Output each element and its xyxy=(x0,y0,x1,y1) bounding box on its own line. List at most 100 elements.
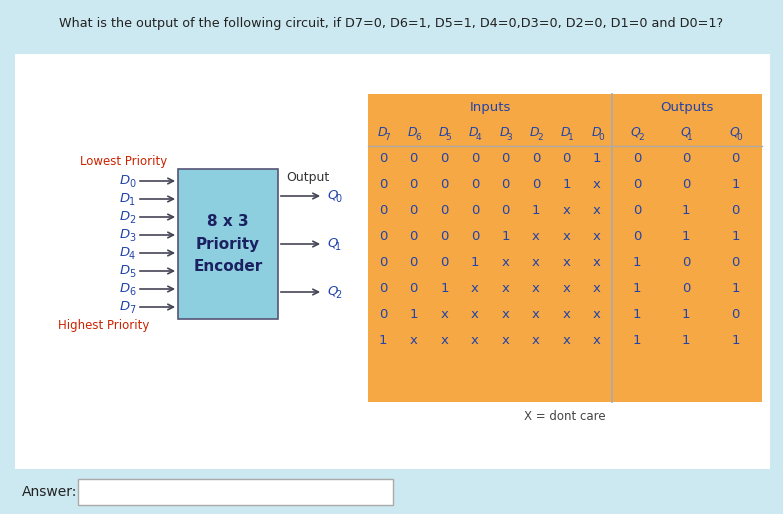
Text: 0: 0 xyxy=(410,256,418,269)
Text: 5: 5 xyxy=(446,133,451,141)
Text: D: D xyxy=(469,125,478,138)
Text: x: x xyxy=(471,283,479,296)
Text: x: x xyxy=(593,335,601,347)
Text: 1: 1 xyxy=(633,256,641,269)
Text: 0: 0 xyxy=(379,308,388,321)
Text: 0: 0 xyxy=(682,256,691,269)
Text: 7: 7 xyxy=(384,133,390,141)
Text: 1: 1 xyxy=(593,153,601,166)
Text: D: D xyxy=(561,125,570,138)
Text: 0: 0 xyxy=(501,153,510,166)
Text: x: x xyxy=(593,283,601,296)
Text: 0: 0 xyxy=(379,283,388,296)
Text: x: x xyxy=(532,283,540,296)
Text: x: x xyxy=(562,230,570,244)
Text: 0: 0 xyxy=(410,153,418,166)
Text: Q: Q xyxy=(327,189,337,201)
Text: Priority: Priority xyxy=(196,236,260,251)
Text: Highest Priority: Highest Priority xyxy=(58,319,150,332)
Text: 4: 4 xyxy=(476,133,482,141)
Text: D: D xyxy=(120,300,130,313)
Text: 6: 6 xyxy=(415,133,420,141)
Bar xyxy=(78,479,393,505)
Text: D: D xyxy=(120,228,130,241)
Text: 1: 1 xyxy=(682,230,691,244)
Text: 0: 0 xyxy=(731,256,740,269)
Text: 1: 1 xyxy=(501,230,510,244)
Text: Lowest Priority: Lowest Priority xyxy=(80,155,168,168)
Text: 1: 1 xyxy=(633,308,641,321)
Text: 1: 1 xyxy=(532,205,540,217)
Text: 0: 0 xyxy=(682,283,691,296)
Text: x: x xyxy=(440,335,449,347)
Text: x: x xyxy=(471,335,479,347)
Text: Q: Q xyxy=(680,125,690,138)
Text: 0: 0 xyxy=(379,153,388,166)
Text: 1: 1 xyxy=(731,230,740,244)
Text: 0: 0 xyxy=(440,178,449,192)
Text: 0: 0 xyxy=(501,178,510,192)
Bar xyxy=(15,54,770,469)
Text: 0: 0 xyxy=(379,178,388,192)
Text: 0: 0 xyxy=(440,153,449,166)
Text: x: x xyxy=(501,335,510,347)
Text: 2: 2 xyxy=(537,133,543,141)
Text: 1: 1 xyxy=(335,242,341,252)
Text: 0: 0 xyxy=(633,205,641,217)
Text: 1: 1 xyxy=(633,335,641,347)
Text: D: D xyxy=(591,125,601,138)
Text: 4: 4 xyxy=(129,251,135,261)
Text: 2: 2 xyxy=(129,215,135,225)
Text: 0: 0 xyxy=(471,178,479,192)
Text: 7: 7 xyxy=(129,305,135,315)
Text: x: x xyxy=(471,308,479,321)
Text: 0: 0 xyxy=(682,153,691,166)
Text: 0: 0 xyxy=(731,153,740,166)
Text: 0: 0 xyxy=(598,133,604,141)
Text: D: D xyxy=(120,210,130,223)
Text: 0: 0 xyxy=(731,205,740,217)
Text: x: x xyxy=(532,230,540,244)
Text: 0: 0 xyxy=(410,283,418,296)
Text: 0: 0 xyxy=(335,194,341,204)
Text: 0: 0 xyxy=(562,153,571,166)
Text: 0: 0 xyxy=(633,153,641,166)
Text: 0: 0 xyxy=(440,205,449,217)
Text: x: x xyxy=(562,256,570,269)
Text: 0: 0 xyxy=(633,230,641,244)
Text: x: x xyxy=(501,256,510,269)
Text: 1: 1 xyxy=(633,283,641,296)
Text: X = dont care: X = dont care xyxy=(524,410,606,423)
Text: 8 x 3: 8 x 3 xyxy=(207,214,249,229)
Text: D: D xyxy=(377,125,387,138)
Text: Q: Q xyxy=(327,285,337,298)
Text: Outputs: Outputs xyxy=(660,101,714,115)
Text: Encoder: Encoder xyxy=(193,259,262,274)
Text: x: x xyxy=(593,230,601,244)
Text: 1: 1 xyxy=(687,133,693,141)
Text: 1: 1 xyxy=(440,283,449,296)
Text: D: D xyxy=(500,125,509,138)
Text: 0: 0 xyxy=(379,205,388,217)
Text: x: x xyxy=(593,256,601,269)
Text: 0: 0 xyxy=(129,179,135,189)
Text: 3: 3 xyxy=(129,233,135,243)
Text: What is the output of the following circuit, if D7=0, D6=1, D5=1, D4=0,D3=0, D2=: What is the output of the following circ… xyxy=(59,17,723,30)
Text: x: x xyxy=(562,283,570,296)
Text: 0: 0 xyxy=(731,308,740,321)
Text: 0: 0 xyxy=(737,133,742,141)
Text: 0: 0 xyxy=(440,256,449,269)
Text: Output: Output xyxy=(286,172,329,185)
Text: Q: Q xyxy=(327,236,337,249)
Text: 0: 0 xyxy=(471,153,479,166)
Text: 0: 0 xyxy=(440,230,449,244)
Text: x: x xyxy=(593,205,601,217)
Text: 1: 1 xyxy=(682,335,691,347)
Text: Inputs: Inputs xyxy=(470,101,511,115)
Text: 0: 0 xyxy=(532,153,540,166)
Text: x: x xyxy=(593,308,601,321)
Text: x: x xyxy=(501,308,510,321)
Text: 1: 1 xyxy=(682,308,691,321)
Text: x: x xyxy=(410,335,418,347)
Text: 0: 0 xyxy=(633,178,641,192)
